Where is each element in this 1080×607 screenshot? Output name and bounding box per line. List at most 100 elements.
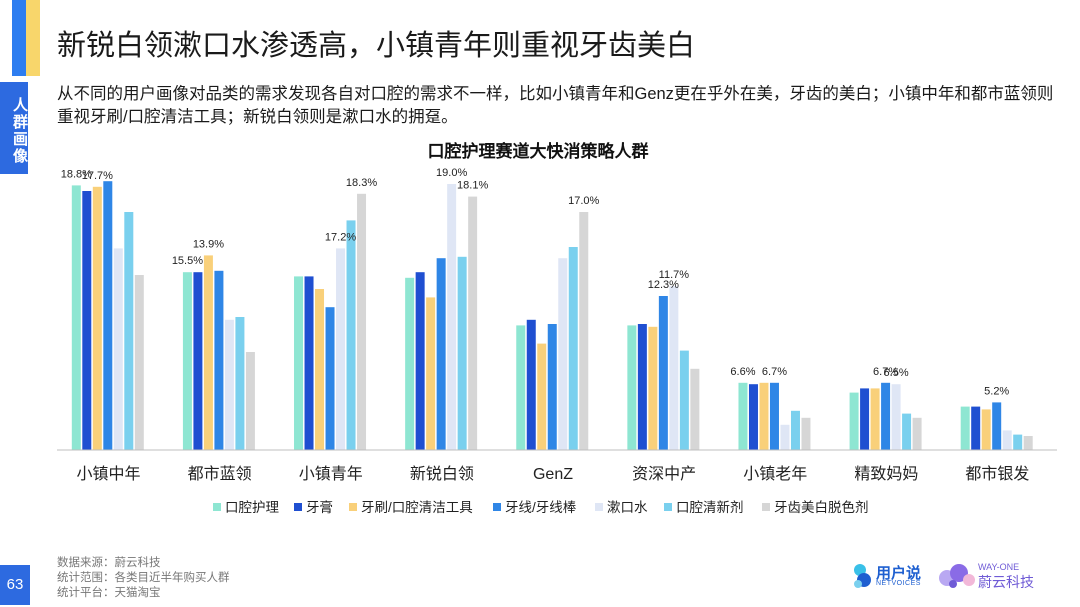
bar [315,289,325,450]
bar [960,406,970,450]
data-label: 17.7% [82,170,113,182]
bar [516,325,526,450]
x-tick-label: 资深中产 [632,465,696,483]
legend-label: 牙刷/口腔清洁工具 [361,500,473,515]
bar [224,319,234,450]
footer-scope: 统计范围：各类目近半年购买人群 [57,572,230,584]
bar [537,343,547,450]
bar [992,402,1002,450]
bar [801,417,811,450]
yonghushuo-logo-name: 用户说 [876,565,922,582]
bar [547,324,557,450]
footer-platform: 统计平台：天猫淘宝 [57,587,161,599]
bar [849,392,859,450]
bar [124,212,134,450]
legend-label: 口腔护理 [225,500,279,515]
wayone-logo-icon [939,564,975,588]
bar [113,248,123,450]
bar [182,272,192,450]
legend-label: 牙齿美白脱色剂 [774,499,869,515]
legend-label: 口腔清新剂 [676,500,744,515]
bar [357,193,367,451]
bar [769,382,779,450]
bar [214,270,224,450]
bar [436,258,446,450]
legend-label: 漱口水 [607,500,648,515]
yonghushuo-logo-sub: NETVOICES [876,580,921,587]
bar [415,272,425,450]
data-label: 19.0% [436,167,467,179]
bar [134,275,144,450]
bar [294,276,304,450]
bar [1013,434,1023,450]
data-label: 12.3% [648,279,679,291]
bar [304,276,314,450]
footer-source: 数据来源：蔚云科技 [57,557,161,569]
bar [748,384,758,450]
bar [891,384,901,450]
bar [245,352,255,450]
page-title: 新锐白领漱口水渗透高，小镇青年则重视牙齿美白 [57,30,696,62]
bar [325,307,335,450]
data-label: 6.5% [884,367,909,379]
bar [82,191,92,450]
page-subtitle: 从不同的用户画像对品类的需求发现各自对口腔的需求不一样，比如小镇青年和Genz更… [57,85,1054,126]
bar [426,297,436,450]
legend-swatch [349,503,357,511]
data-label: 13.9% [193,238,224,250]
bar [71,185,81,450]
bar [526,319,536,450]
x-tick-label: GenZ [533,466,573,483]
x-tick-label: 小镇青年 [299,465,363,483]
bar [780,424,790,450]
page-number: 63 [0,565,30,605]
x-tick-label: 新锐白领 [410,465,474,483]
yonghushuo-logo: 用户说 NETVOICES [852,560,932,594]
wayone-logo-en: WAY-ONE [978,562,1020,572]
bar [902,413,912,450]
bar [558,258,568,450]
bar [405,277,415,450]
wayone-logo: WAY-ONE 蔚云科技 [938,556,1068,596]
bar [860,388,870,450]
bar [912,417,922,450]
x-tick-label: 都市银发 [965,465,1029,483]
legend-swatch [213,503,221,511]
bar [738,382,748,450]
bar [193,272,203,450]
legend-swatch [294,503,302,511]
bar [447,184,457,450]
bar [627,325,637,450]
bar [336,248,346,450]
bar [103,181,113,450]
data-label: 17.2% [325,231,356,243]
data-label: 6.7% [762,366,787,378]
data-label: 6.7% [873,366,898,378]
bar [346,220,356,450]
x-tick-label: 小镇中年 [77,465,141,483]
bar [881,382,891,450]
bar [790,410,800,450]
legend-swatch [762,503,770,511]
legend-label: 牙膏 [306,499,333,515]
data-label: 18.1% [457,180,488,192]
bar [759,382,769,450]
wayone-logo-cn: 蔚云科技 [978,574,1034,590]
bar [637,324,647,450]
data-label: 18.8% [61,168,92,180]
section-tab: 人群画像 [0,82,28,174]
legend-label: 牙线/牙线棒 [505,500,577,515]
bar [235,317,245,450]
bar [1002,430,1012,450]
data-label: 15.5% [172,255,203,267]
x-tick-label: 都市蓝领 [188,465,252,483]
data-label: 6.6% [730,366,755,378]
bar [658,296,668,450]
yonghushuo-logo-icon [854,564,871,588]
data-label: 5.2% [984,385,1009,397]
chart-title: 口腔护理赛道大快消策略人群 [428,141,649,161]
bar [971,406,981,450]
bar [457,256,467,450]
footer-notes: 数据来源：蔚云科技 统计范围：各类目近半年购买人群 统计平台：天猫淘宝 [57,556,230,601]
